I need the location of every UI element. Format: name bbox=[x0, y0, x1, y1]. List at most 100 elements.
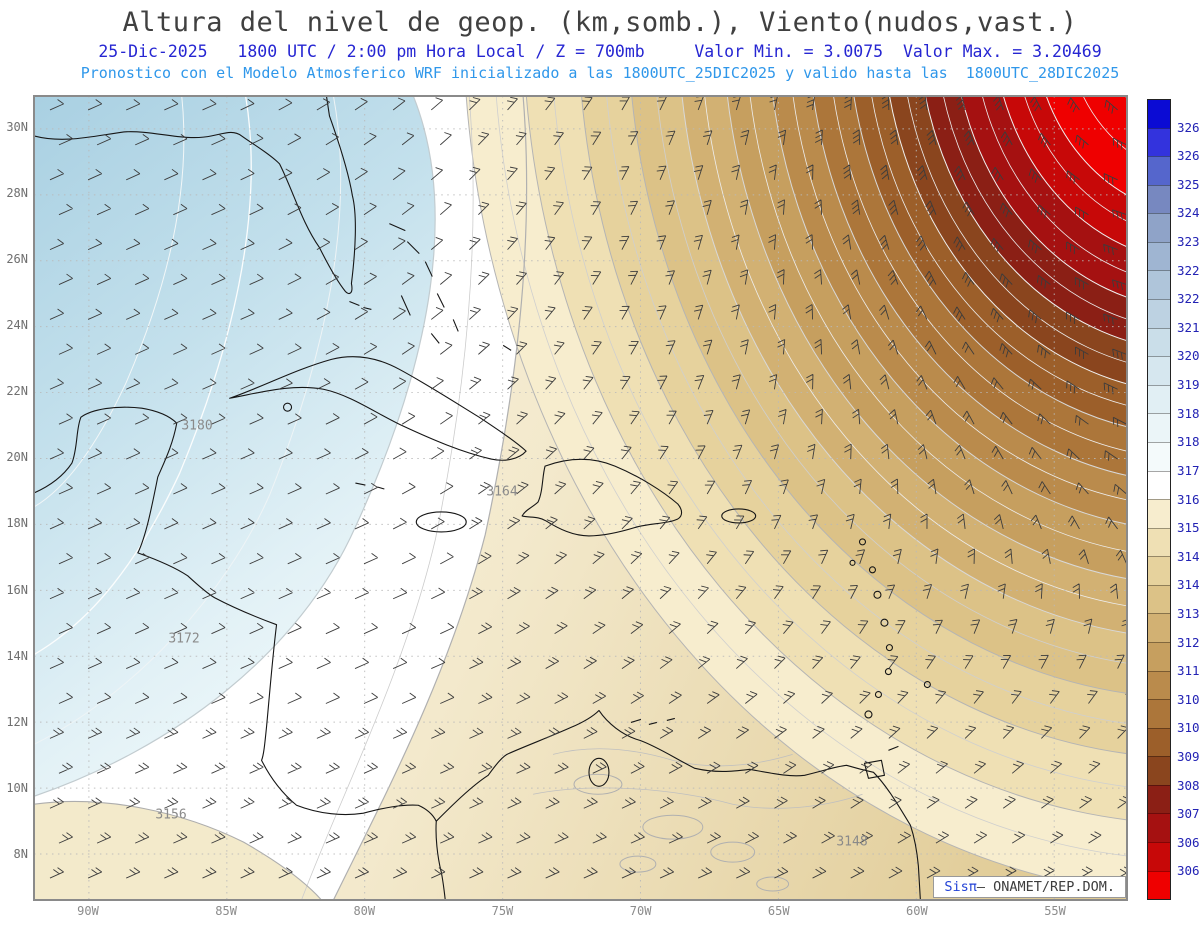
colorbar-tick-label: 3244 bbox=[1177, 205, 1200, 221]
colorbar-tick-label: 3172 bbox=[1177, 462, 1200, 478]
map-graphic bbox=[34, 96, 1127, 900]
latitude-label: 30N bbox=[6, 120, 28, 134]
coast-south-america bbox=[435, 709, 921, 900]
coast-cuba bbox=[229, 356, 527, 461]
longitude-label: 60W bbox=[906, 904, 928, 918]
colorbar-tick-label: 3204 bbox=[1177, 348, 1200, 364]
latitude-label: 8N bbox=[13, 846, 28, 861]
datetime-line: 25-Dic-2025 1800 UTC / 2:00 pm Hora Loca… bbox=[98, 42, 1102, 61]
colorbar-segment bbox=[1148, 499, 1170, 528]
colorbar-segment bbox=[1148, 299, 1170, 328]
longitude-label: 90W bbox=[77, 904, 99, 918]
colorbar-tick-label: 3068 bbox=[1177, 834, 1200, 850]
colorbar-segment bbox=[1148, 470, 1170, 500]
colorbar-tick-label: 3108 bbox=[1177, 691, 1200, 707]
colorbar-segment bbox=[1148, 327, 1170, 357]
longitude-label: 55W bbox=[1044, 904, 1066, 918]
puerto-rico bbox=[721, 508, 757, 524]
colorbar-segment bbox=[1148, 613, 1170, 642]
latitude-label: 22N bbox=[6, 384, 28, 399]
watermark-brand: Sisπ bbox=[944, 879, 977, 895]
coast-us-florida bbox=[34, 96, 356, 294]
colorbar-tick-label: 3156 bbox=[1177, 520, 1200, 536]
colorbar-tick-label: 3124 bbox=[1177, 634, 1200, 650]
colorbar-segment bbox=[1148, 641, 1170, 671]
longitude-axis: 90W 85W 80W 75W 70W 65W 60W 55W bbox=[33, 904, 1128, 922]
lake-maracaibo bbox=[588, 757, 610, 787]
florida-keys bbox=[349, 300, 372, 311]
colorbar-segment bbox=[1148, 213, 1170, 242]
colorbar-segment bbox=[1148, 241, 1170, 271]
colorbar-segment bbox=[1148, 356, 1170, 385]
colorbar-segment bbox=[1148, 100, 1170, 128]
colorbar-segment bbox=[1148, 384, 1170, 414]
contour-lines bbox=[34, 96, 863, 900]
colorbar-tick-label: 3196 bbox=[1177, 377, 1200, 393]
colorbar-tick-label: 3092 bbox=[1177, 748, 1200, 764]
colorbar-tick-label: 3180 bbox=[1177, 434, 1200, 450]
bahamas bbox=[389, 223, 512, 351]
colorbar-segment bbox=[1148, 127, 1170, 157]
nw-blue-region bbox=[34, 96, 436, 797]
colorbar-segment bbox=[1148, 270, 1170, 300]
low-center-contour-rings bbox=[465, 96, 1127, 893]
colorbar-tick-label: 3140 bbox=[1177, 577, 1200, 593]
coastlines bbox=[34, 96, 931, 900]
colorbar-tick-label: 3236 bbox=[1177, 234, 1200, 250]
colorbar-segment bbox=[1148, 413, 1170, 442]
watermark-org: – ONAMET/REP.DOM. bbox=[976, 879, 1115, 895]
colorbar-segment bbox=[1148, 156, 1170, 185]
colorbar-tick-label: 3228 bbox=[1177, 262, 1200, 278]
colorbar-segment bbox=[1148, 670, 1170, 700]
colorbar-tick-label: 3220 bbox=[1177, 291, 1200, 307]
forecast-line: Pronostico con el Modelo Atmosferico WRF… bbox=[80, 64, 1120, 82]
colorbar-tick-label: 3260 bbox=[1177, 148, 1200, 164]
colorbar-segment bbox=[1148, 842, 1170, 871]
longitude-label: 80W bbox=[353, 904, 376, 918]
colorbar-tick-label: 3148 bbox=[1177, 548, 1200, 564]
lat-lon-gridlines bbox=[34, 96, 1127, 900]
colorbar-segment bbox=[1148, 184, 1170, 214]
lesser-antilles bbox=[849, 538, 931, 719]
colorbar-segment bbox=[1148, 870, 1170, 900]
latitude-label: 24N bbox=[6, 318, 28, 333]
white-band-3164-3172 bbox=[34, 96, 527, 900]
colorbar-tick-label: 3100 bbox=[1177, 720, 1200, 736]
latitude-label: 18N bbox=[6, 516, 28, 531]
abc-islands bbox=[630, 717, 675, 725]
colorbar-segment bbox=[1148, 441, 1170, 471]
map-title: Altura del nivel de geop. (km,somb.), Vi… bbox=[122, 7, 1078, 38]
coast-hispaniola bbox=[521, 458, 683, 537]
colorbar-segment bbox=[1148, 813, 1170, 843]
colorbar-tick-label: 3252 bbox=[1177, 176, 1200, 192]
latitude-label: 10N bbox=[6, 780, 28, 795]
colorbar-segment bbox=[1148, 784, 1170, 814]
colorbar-tick-label: 3076 bbox=[1177, 806, 1200, 822]
longitude-label: 85W bbox=[215, 904, 237, 918]
colorbar-segment bbox=[1148, 584, 1170, 614]
colorbar-tick-label: 3116 bbox=[1177, 663, 1200, 679]
colorbar-labels: 3268 3260 3252 3244 3236 3228 3220 3212 3204 3196… bbox=[1177, 99, 1200, 900]
cayman-islands bbox=[355, 482, 385, 490]
latitude-label: 28N bbox=[6, 186, 28, 201]
longitude-label: 65W bbox=[767, 904, 790, 918]
colorbar-segment bbox=[1148, 527, 1170, 557]
latitude-axis: 30N 28N 26N 24N 22N 20N 18N 16N 14N 12N 10N 8N bbox=[0, 95, 31, 901]
longitude-label: 70W bbox=[629, 904, 652, 918]
colorbar bbox=[1147, 99, 1171, 900]
coast-mexico-centralamerica bbox=[34, 406, 446, 900]
colorbar-tick-label: 3268 bbox=[1177, 119, 1200, 135]
colorbar-segment bbox=[1148, 727, 1170, 757]
colorbar-tick-label: 3212 bbox=[1177, 319, 1200, 335]
sw-tan-blob bbox=[34, 801, 322, 900]
longitude-label: 75W bbox=[491, 904, 514, 918]
trinidad-tobago bbox=[863, 745, 899, 779]
latitude-label: 14N bbox=[6, 648, 28, 663]
latitude-label: 26N bbox=[6, 252, 28, 267]
colorbar-tick-label: 3164 bbox=[1177, 491, 1200, 507]
map-frame bbox=[34, 96, 1127, 900]
isle-of-youth bbox=[282, 402, 293, 412]
colorbar-segment bbox=[1148, 699, 1170, 728]
colorbar-tick-label: 3188 bbox=[1177, 405, 1200, 421]
